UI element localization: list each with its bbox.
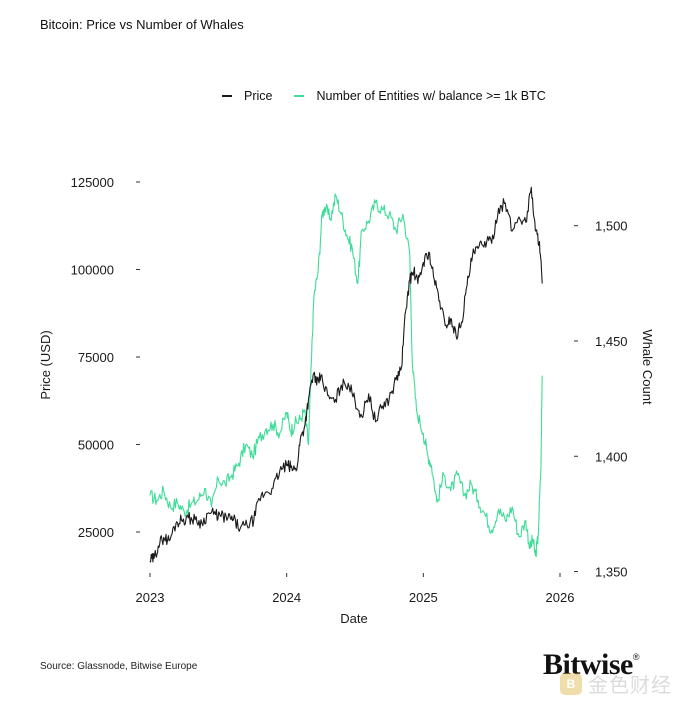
y-tick-label: 25000: [78, 525, 114, 540]
legend-swatch-whales: [294, 95, 305, 97]
bitwise-logo: Bitwise®: [543, 648, 639, 682]
x-tick-label: 2023: [136, 590, 165, 605]
y-tick-label: 50000: [78, 438, 114, 453]
y2-tick-label: 1,400: [595, 449, 628, 464]
y-tick-label: 75000: [78, 350, 114, 365]
series-line-price: [149, 186, 543, 563]
registered-mark: ®: [632, 652, 640, 662]
x-tick-label: 2025: [409, 590, 438, 605]
chart-title: Bitcoin: Price vs Number of Whales: [40, 17, 244, 32]
legend-label-price: Price: [244, 89, 273, 103]
legend-item-whales: Number of Entities w/ balance >= 1k BTC: [294, 89, 546, 103]
y-axis-label: Price (USD): [38, 330, 53, 399]
legend-label-whales: Number of Entities w/ balance >= 1k BTC: [316, 89, 546, 103]
legend-item-price: Price: [222, 89, 272, 103]
bitwise-logo-text: Bitwise: [543, 648, 633, 681]
x-tick-label: 2024: [272, 590, 301, 605]
x-axis-label: Date: [340, 611, 367, 626]
y2-tick-label: 1,450: [595, 334, 628, 349]
watermark: B 金色财经: [560, 669, 672, 698]
y2-tick-label: 1,500: [595, 219, 628, 234]
x-tick-label: 2026: [546, 590, 575, 605]
legend: Price Number of Entities w/ balance >= 1…: [222, 89, 568, 103]
legend-swatch-price: [222, 95, 232, 97]
y-tick-label: 100000: [71, 263, 114, 278]
series-layer: [149, 186, 543, 563]
source-note: Source: Glassnode, Bitwise Europe: [40, 661, 198, 672]
watermark-icon: B: [560, 672, 582, 695]
y-tick-label: 125000: [71, 175, 114, 190]
watermark-text: 金色财经: [588, 673, 672, 697]
y2-axis-label: Whale Count: [640, 329, 655, 405]
series-line-whales: [149, 193, 543, 558]
y2-tick-label: 1,350: [595, 565, 628, 580]
axes-layer: 25000 50000 75000 100000 125000 1,350 1,400 1,4…: [71, 175, 628, 605]
